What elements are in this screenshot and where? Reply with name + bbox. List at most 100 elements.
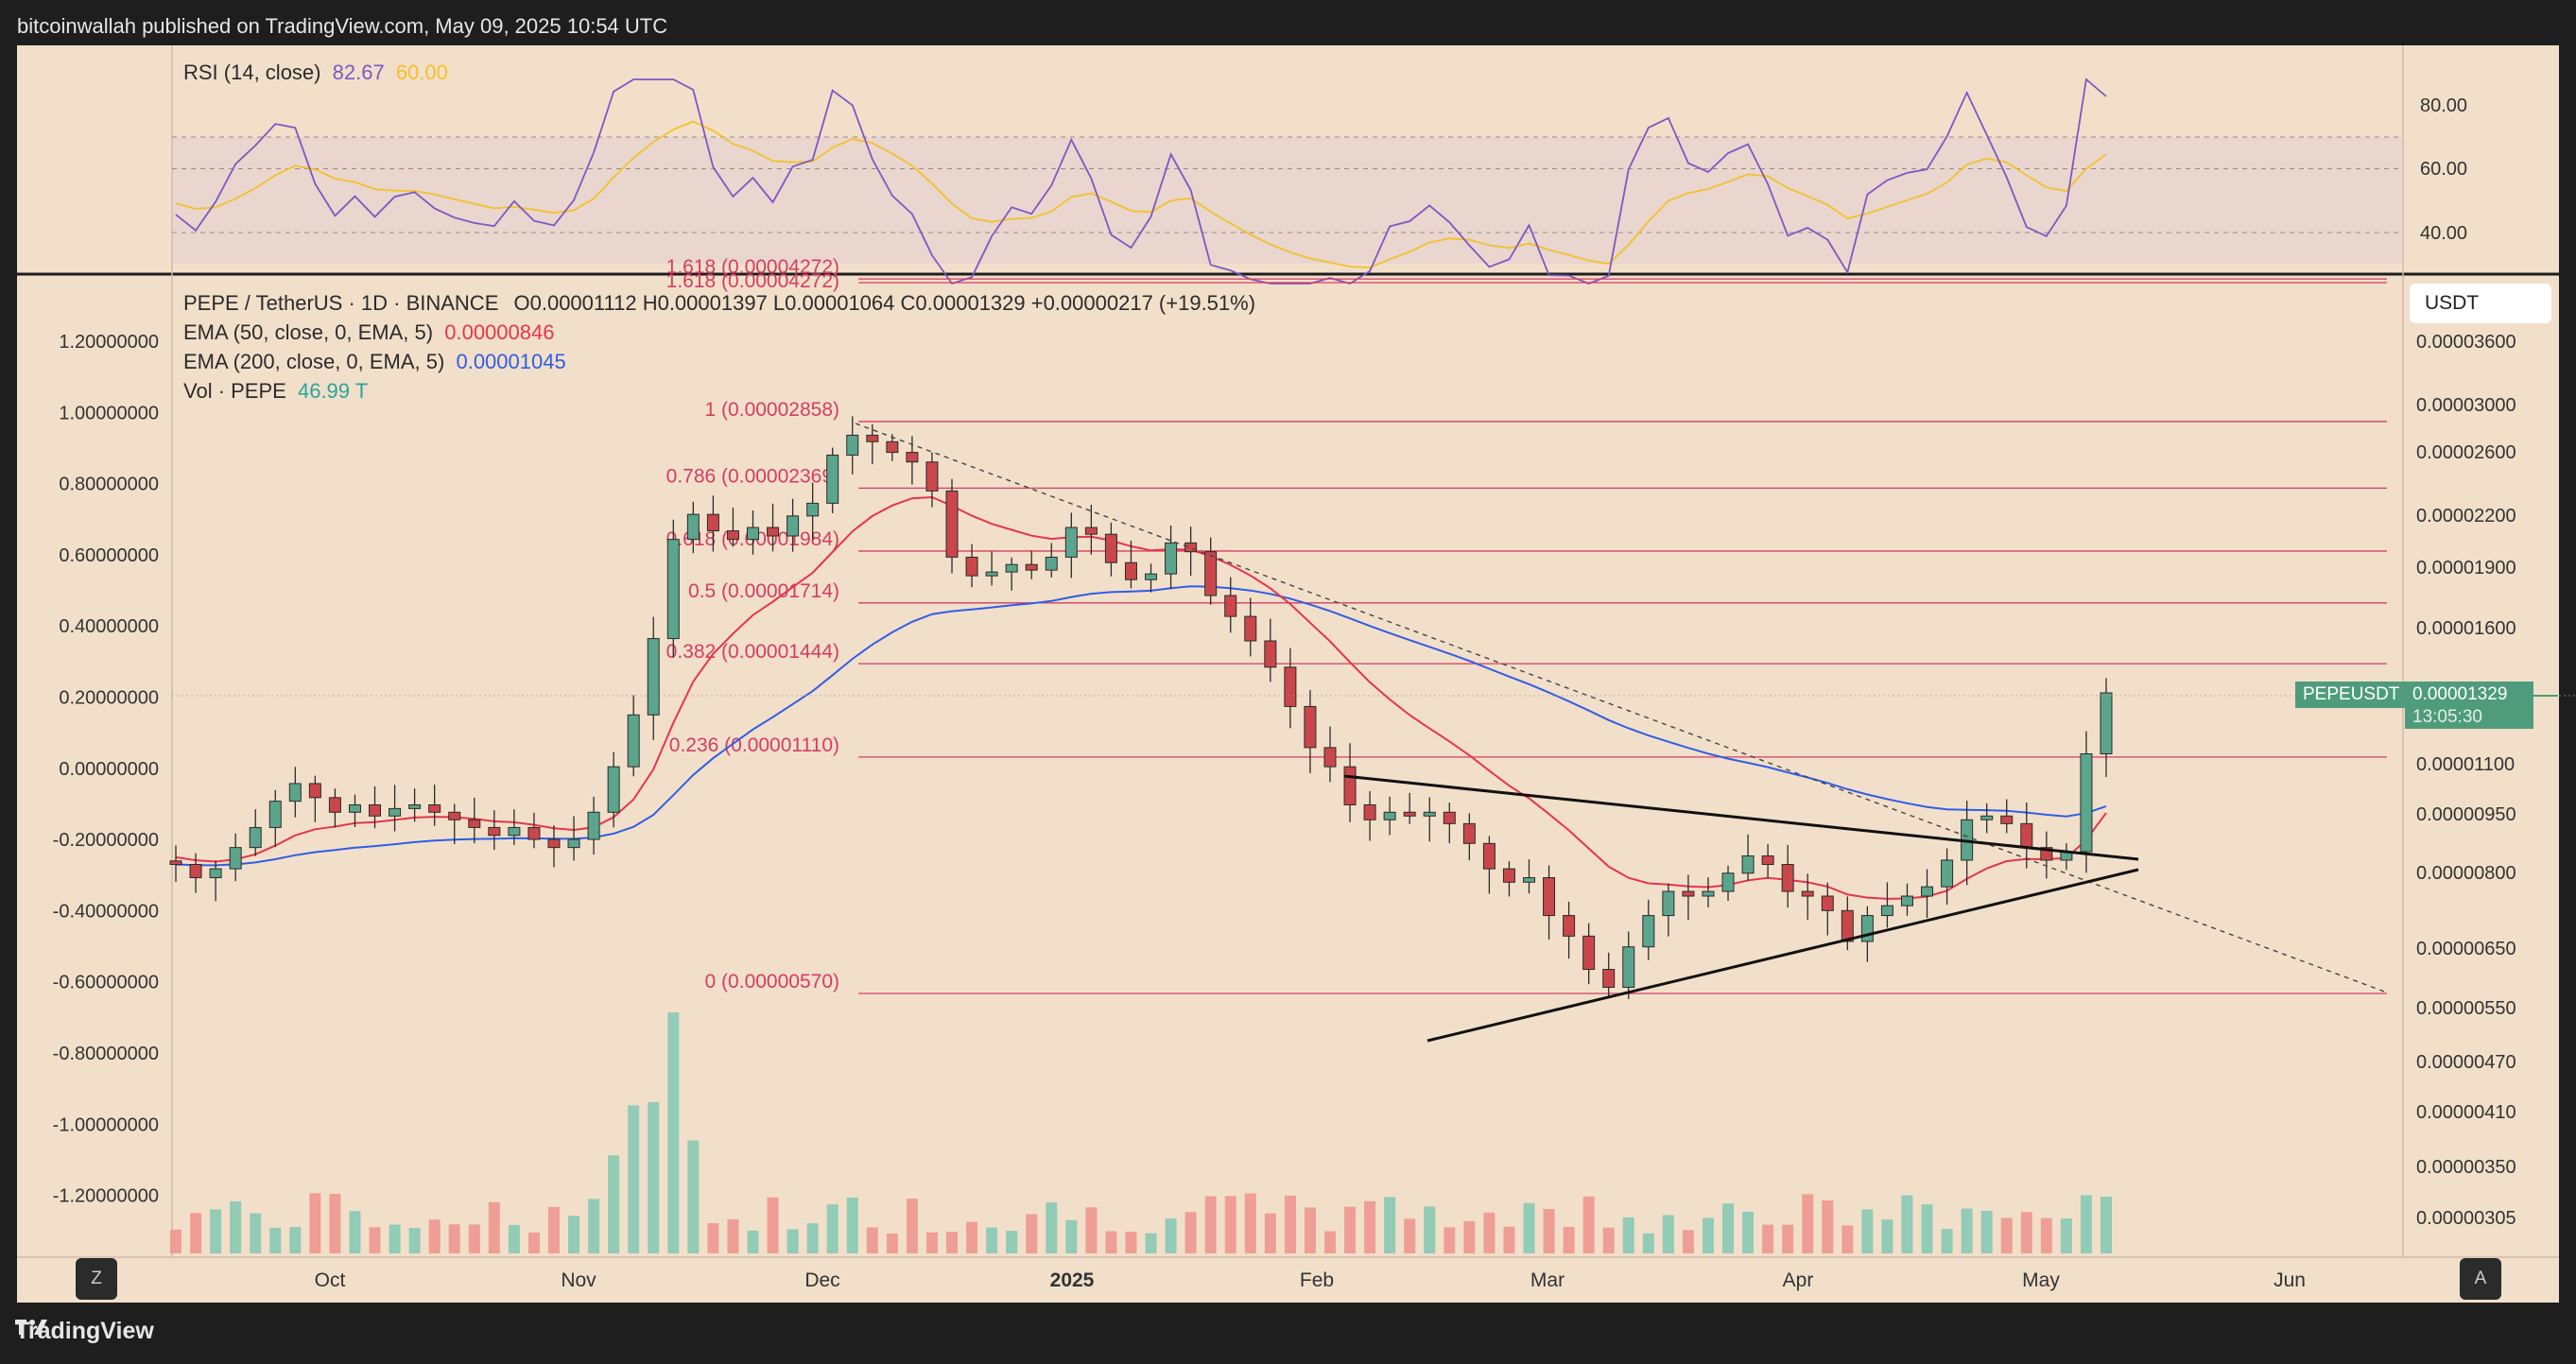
candle-body bbox=[527, 826, 541, 840]
candle-body bbox=[567, 838, 580, 849]
volume-bar bbox=[1602, 1227, 1615, 1253]
volume-bar bbox=[1344, 1206, 1357, 1253]
volume-bar bbox=[1682, 1230, 1694, 1253]
volume-bar bbox=[210, 1209, 222, 1253]
fib-label: 0.382 (0.00001444) bbox=[666, 641, 839, 663]
candle-body bbox=[1880, 905, 1893, 917]
candle-body bbox=[587, 811, 600, 840]
left-axis-tick: -1.20000000 bbox=[53, 1186, 159, 1207]
candle-body bbox=[169, 860, 182, 866]
candle-body bbox=[1165, 542, 1178, 575]
candle-body bbox=[666, 539, 680, 640]
candle-body bbox=[1204, 551, 1218, 596]
rsi-value: 82.67 bbox=[332, 60, 385, 84]
fib-label: 0.236 (0.00001110) bbox=[669, 734, 839, 756]
candle-body bbox=[787, 515, 800, 537]
volume-bar bbox=[269, 1227, 282, 1253]
ema50-legend: EMA (50, close, 0, EMA, 5) 0.00000846 bbox=[183, 320, 554, 345]
volume-bar bbox=[1702, 1217, 1714, 1253]
right-axis-tick: 0.00001600 bbox=[2416, 618, 2516, 639]
volume-bar bbox=[1921, 1204, 1933, 1253]
bar-countdown: 13:05:30 bbox=[2412, 707, 2482, 727]
candle-body bbox=[767, 527, 780, 537]
ema200-line bbox=[175, 585, 2107, 867]
volume-bar bbox=[1284, 1195, 1296, 1253]
volume-bar bbox=[2020, 1212, 2032, 1253]
symbol-title: PEPE / TetherUS · 1D · BINANCE bbox=[183, 291, 499, 315]
volume-bar bbox=[1523, 1202, 1535, 1253]
volume-bar bbox=[2080, 1195, 2092, 1253]
volume-bar bbox=[488, 1201, 500, 1253]
candle-body bbox=[1005, 563, 1018, 573]
volume-bars bbox=[170, 1012, 2112, 1253]
zoom-reset-button[interactable]: Z bbox=[76, 1258, 117, 1300]
candle-body bbox=[428, 803, 441, 813]
candle-body bbox=[1582, 935, 1596, 971]
candle-body bbox=[488, 826, 501, 837]
x-axis-tick: May bbox=[2022, 1269, 2060, 1291]
candle-body bbox=[1781, 864, 1794, 892]
volume-bar bbox=[648, 1102, 660, 1253]
x-axis-tick: Nov bbox=[561, 1269, 596, 1291]
volume-bar bbox=[508, 1224, 520, 1253]
x-axis-tick: Oct bbox=[315, 1269, 346, 1291]
right-axis-tick: 0.00000410 bbox=[2416, 1102, 2516, 1123]
candle-body bbox=[726, 530, 739, 541]
ema200-label: EMA (200, close, 0, EMA, 5) bbox=[183, 350, 445, 373]
auto-scale-button[interactable]: A bbox=[2460, 1258, 2501, 1300]
volume-bar bbox=[986, 1227, 998, 1253]
volume-bar bbox=[1026, 1214, 1038, 1253]
volume-bar bbox=[230, 1200, 242, 1253]
volume-bar bbox=[527, 1232, 540, 1253]
candles bbox=[169, 416, 2113, 999]
volume-legend: Vol · PEPE 46.99 T bbox=[183, 379, 368, 404]
left-axis-tick: -1.00000000 bbox=[53, 1114, 159, 1135]
left-axis-tick: -0.80000000 bbox=[53, 1044, 159, 1064]
currency-selector[interactable]: USDT bbox=[2410, 284, 2551, 323]
candle-body bbox=[607, 766, 620, 813]
candle-body bbox=[1980, 815, 1994, 820]
volume-bar bbox=[2101, 1197, 2112, 1253]
volume-bar bbox=[1424, 1206, 1436, 1253]
volume-bar bbox=[1642, 1233, 1654, 1253]
tradingview-brand[interactable]: TradingView bbox=[15, 1318, 154, 1345]
volume-bar bbox=[866, 1227, 878, 1253]
ema-lines bbox=[175, 495, 2107, 900]
candle-body bbox=[1900, 895, 1913, 906]
volume-bar bbox=[2040, 1217, 2052, 1253]
candle-body bbox=[1304, 705, 1317, 749]
candle-body bbox=[348, 803, 361, 813]
right-axis-tick: 0.00000800 bbox=[2416, 863, 2516, 884]
left-axis-tick: 1.00000000 bbox=[59, 403, 159, 423]
ema200-value: 0.00001045 bbox=[456, 350, 566, 373]
candle-body bbox=[647, 638, 660, 716]
left-axis-tick: 0.80000000 bbox=[59, 475, 159, 495]
left-axis-tick: 0.40000000 bbox=[59, 616, 159, 637]
volume-bar bbox=[428, 1219, 441, 1253]
fib-label: 1 (0.00002858) bbox=[705, 399, 839, 421]
right-axis-tick: 0.00000350 bbox=[2416, 1157, 2516, 1178]
candle-body bbox=[806, 502, 820, 517]
fib-label: 0 (0.00000570) bbox=[705, 971, 839, 993]
rsi-ma-line bbox=[175, 120, 2107, 268]
candle-body bbox=[468, 819, 481, 828]
volume-bar bbox=[1941, 1229, 1953, 1253]
volume-bar bbox=[1563, 1226, 1575, 1253]
volume-bar bbox=[408, 1228, 421, 1253]
x-axis-tick: Jun bbox=[2273, 1269, 2306, 1291]
volume-bar bbox=[568, 1216, 580, 1253]
candle-body bbox=[1423, 811, 1436, 817]
candle-body bbox=[1184, 542, 1198, 553]
x-axis-tick: Apr bbox=[1783, 1269, 1814, 1291]
candle-body bbox=[1443, 811, 1456, 824]
left-axis-tick: 0.20000000 bbox=[59, 688, 159, 709]
ohlc-values: O0.00001112 H0.00001397 L0.00001064 C0.0… bbox=[513, 291, 1256, 315]
left-axis-tick: 1.20000000 bbox=[59, 332, 159, 353]
volume-bar bbox=[1323, 1231, 1336, 1253]
candle-body bbox=[1841, 909, 1854, 942]
right-axis-tick: 0.00000470 bbox=[2416, 1052, 2516, 1073]
volume-bar bbox=[588, 1199, 600, 1253]
volume-bar bbox=[667, 1012, 680, 1253]
candle-body bbox=[1563, 915, 1576, 937]
